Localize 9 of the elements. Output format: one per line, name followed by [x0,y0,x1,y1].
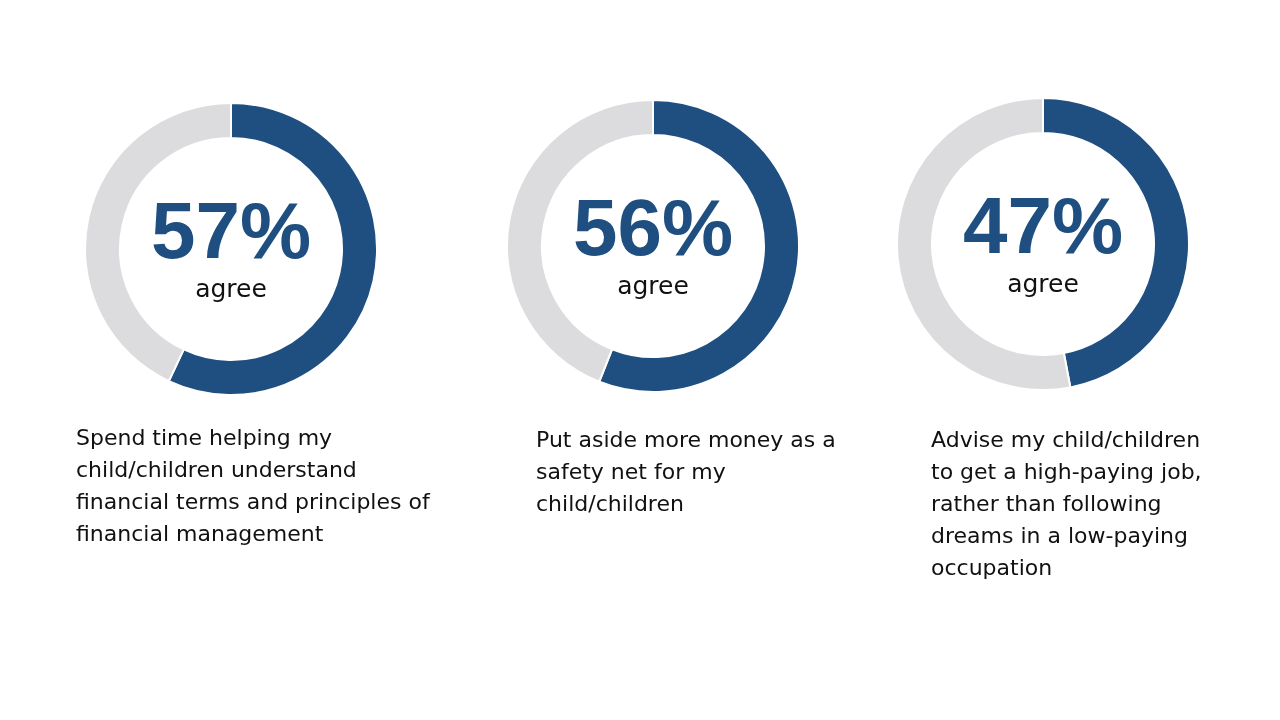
data-label: 57% [150,185,312,275]
slice-label: agree [195,273,267,303]
data-label: 56% [572,182,734,272]
text: Spend time helping my child/children understand financial terms and principles of financial management [76,424,431,546]
slice-label: agree [1007,268,1079,298]
text: Put aside more money as a safety net for my child/children [536,426,836,516]
text: Advise my child/children to get a high-paying job, rather than following dreams in a low-paying occupation [931,426,1202,580]
slice-label: agree [617,270,689,300]
data-label: 47% [962,180,1124,270]
